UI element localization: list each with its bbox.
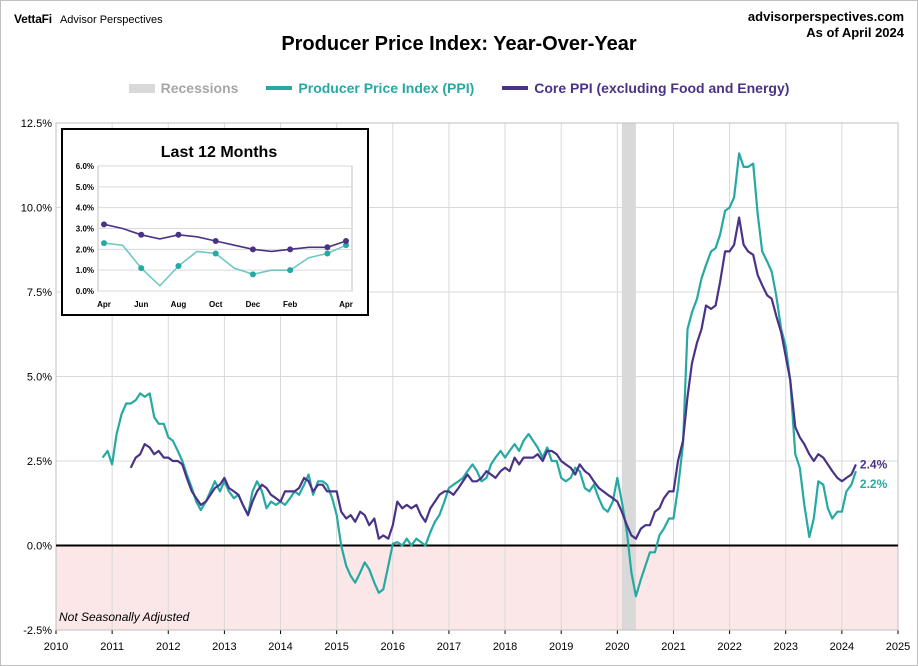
x-tick-label: 2018: [493, 641, 517, 653]
legend-ppi-swatch: [266, 86, 293, 90]
x-tick-label: 2012: [156, 641, 180, 653]
x-tick-label: 2015: [324, 641, 348, 653]
x-tick-label: 2025: [886, 641, 910, 653]
inset-y-tick-label: 5.0%: [76, 183, 94, 192]
core-end-label: 2.4%: [860, 457, 888, 471]
inset-x-tick-label: Oct: [209, 300, 223, 309]
inset-core-point: [212, 238, 219, 244]
negative-zone: [56, 545, 898, 630]
inset-title: Last 12 Months: [161, 144, 278, 161]
core-ppi-line: [129, 216, 857, 540]
inset-x-tick-label: Feb: [283, 300, 297, 309]
x-tick-label: 2014: [268, 641, 292, 653]
inset-ppi-point: [138, 265, 145, 272]
legend-ppi: Producer Price Index (PPI): [266, 80, 474, 96]
y-tick-label: 5.0%: [27, 372, 52, 384]
inset-x-tick-label: Dec: [246, 300, 261, 309]
inset-core-point: [343, 238, 349, 244]
legend-core: Core PPI (excluding Food and Energy): [502, 80, 789, 96]
x-tick-label: 2017: [437, 641, 461, 653]
inset-core-point: [175, 231, 182, 238]
vettafi-logo: VettaFi: [14, 12, 52, 26]
inset-core-line: [103, 223, 347, 253]
x-tick-label: 2016: [381, 641, 405, 653]
inset-y-tick-label: 6.0%: [76, 162, 94, 171]
y-tick-label: -2.5%: [23, 625, 52, 637]
y-tick-label: 7.5%: [27, 287, 52, 299]
legend-core-label: Core PPI (excluding Food and Energy): [534, 80, 790, 96]
inset-core-point: [101, 221, 107, 228]
legend-core-swatch: [502, 86, 529, 90]
inset-core-point: [249, 246, 256, 253]
inset-x-tick-label: Apr: [97, 300, 111, 309]
inset-y-tick-label: 1.0%: [76, 266, 94, 275]
ppi-end-label: 2.2%: [860, 477, 888, 491]
as-of-date: As of April 2024: [806, 25, 904, 40]
chart-title: Producer Price Index: Year-Over-Year: [281, 33, 637, 55]
y-tick-label: 12.5%: [21, 118, 52, 130]
inset-ppi-point: [101, 240, 107, 247]
inset-ppi-point: [175, 263, 182, 269]
inset-x-tick-label: Apr: [339, 300, 353, 309]
inset-ppi-point: [287, 267, 294, 274]
x-tick-label: 2022: [717, 641, 741, 653]
legend-ppi-label: Producer Price Index (PPI): [298, 80, 475, 96]
inset-ppi-line: [103, 242, 347, 287]
inset-y-tick-label: 2.0%: [76, 245, 94, 254]
plot-border: [55, 122, 899, 631]
inset-ppi-point: [212, 250, 219, 257]
y-tick-label: 2.5%: [27, 456, 52, 468]
inset-box: [61, 128, 369, 316]
legend: Recessions Producer Price Index (PPI) Co…: [0, 80, 918, 96]
x-tick-label: 2021: [661, 641, 685, 653]
y-tick-label: 10.0%: [21, 203, 52, 215]
x-tick-label: 2011: [100, 641, 124, 653]
x-tick-label: 2013: [212, 641, 236, 653]
y-tick-label: 0.0%: [27, 541, 52, 553]
legend-recessions-label: Recessions: [160, 80, 239, 96]
inset-x-tick-label: Aug: [171, 300, 187, 309]
x-tick-label: 2024: [830, 641, 854, 653]
inset-y-tick-label: 3.0%: [76, 225, 94, 234]
x-tick-label: 2010: [44, 641, 68, 653]
inset-core-point: [324, 244, 331, 251]
x-tick-label: 2020: [605, 641, 629, 653]
x-tick-label: 2023: [773, 641, 797, 653]
x-tick-label: 2019: [549, 641, 573, 653]
legend-recession-swatch: [128, 83, 155, 93]
inset-y-tick-label: 0.0%: [76, 287, 94, 296]
inset-ppi-point: [343, 242, 349, 249]
inset-y-tick-label: 4.0%: [76, 204, 94, 213]
inset-x-tick-label: Jun: [134, 300, 148, 309]
site-url: advisorperspectives.com: [747, 9, 904, 24]
brand: VettaFi Advisor Perspectives: [14, 12, 163, 26]
inset-ppi-point: [324, 250, 331, 257]
ppi-line: [101, 152, 857, 598]
inset-core-point: [138, 231, 145, 238]
inset-ppi-point: [249, 271, 256, 278]
footnote: Not Seasonally Adjusted: [59, 610, 190, 624]
brand-name: Advisor Perspectives: [59, 14, 163, 26]
legend-recessions: Recessions: [128, 80, 239, 96]
inset-core-point: [287, 246, 294, 253]
site-info: advisorperspectives.com As of April 2024: [748, 9, 904, 41]
